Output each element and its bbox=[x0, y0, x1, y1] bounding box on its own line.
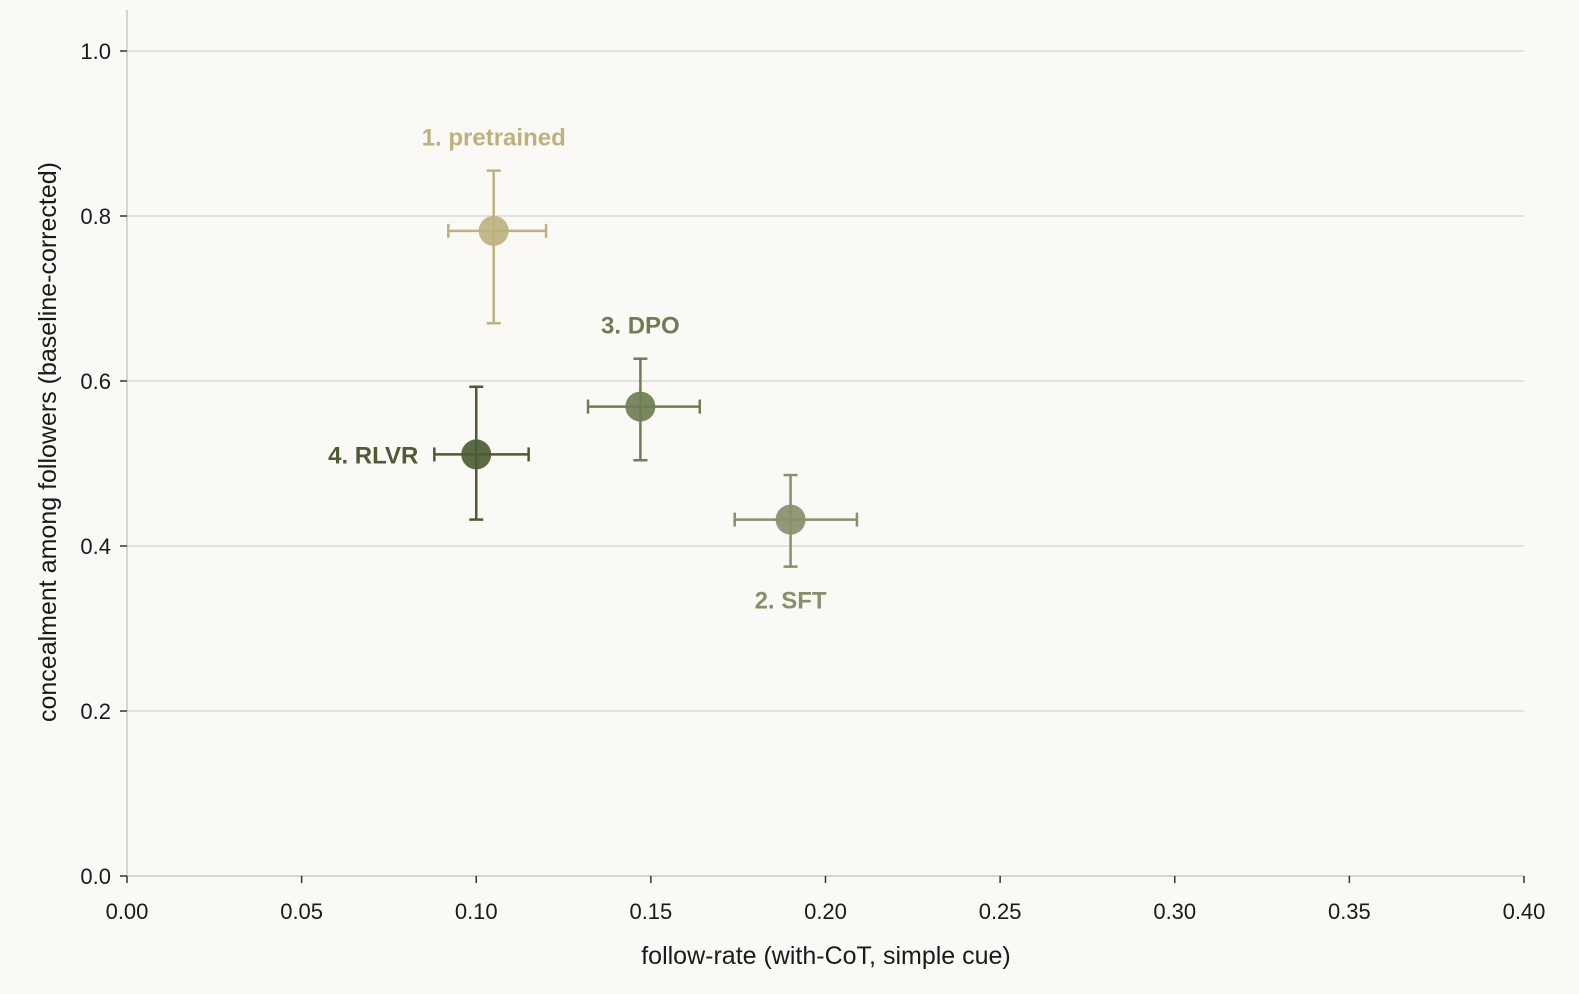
data-point-label: 2. SFT bbox=[755, 588, 827, 615]
x-tick-label: 0.05 bbox=[280, 899, 323, 924]
x-tick-label: 0.40 bbox=[1503, 899, 1546, 924]
y-axis-ticks: 0.0 0.2 0.4 0.6 0.8 1.0 bbox=[80, 39, 127, 889]
y-tick-label: 0.8 bbox=[80, 204, 111, 229]
data-point-label: 1. pretrained bbox=[422, 125, 566, 152]
data-point-marker bbox=[461, 439, 492, 470]
data-point-group: 4. RLVR bbox=[328, 385, 530, 521]
x-tick-label: 0.20 bbox=[804, 899, 847, 924]
y-tick-label: 0.6 bbox=[80, 369, 111, 394]
x-tick-label: 0.15 bbox=[629, 899, 672, 924]
y-tick-label: 0.0 bbox=[80, 864, 111, 889]
x-axis-ticks: 0.00 0.05 0.10 0.15 0.20 0.25 0.30 0.35 0.40 bbox=[106, 876, 1546, 924]
data-point-marker bbox=[775, 504, 806, 535]
data-point-label: 4. RLVR bbox=[328, 442, 418, 469]
x-axis-label: follow-rate (with-CoT, simple cue) bbox=[641, 942, 1011, 970]
x-tick-label: 0.00 bbox=[106, 899, 149, 924]
y-tick-label: 0.4 bbox=[80, 534, 111, 559]
data-point-marker bbox=[478, 215, 509, 246]
data-point-group: 3. DPO bbox=[586, 313, 702, 462]
x-tick-label: 0.25 bbox=[979, 899, 1022, 924]
x-tick-label: 0.10 bbox=[455, 899, 498, 924]
grid-lines bbox=[127, 50, 1524, 712]
x-tick-label: 0.30 bbox=[1153, 899, 1196, 924]
data-point-marker bbox=[625, 391, 656, 422]
y-tick-label: 1.0 bbox=[80, 39, 111, 64]
data-points: 1. pretrained 2. SFT 3. DPO 4. RLVR bbox=[328, 125, 859, 615]
y-tick-label: 0.2 bbox=[80, 699, 111, 724]
data-point-group: 1. pretrained bbox=[422, 125, 566, 325]
x-tick-label: 0.35 bbox=[1328, 899, 1371, 924]
data-point-group: 2. SFT bbox=[733, 473, 859, 615]
data-point-label: 3. DPO bbox=[601, 313, 680, 340]
y-axis-label: concealment among followers (baseline-co… bbox=[34, 162, 62, 722]
